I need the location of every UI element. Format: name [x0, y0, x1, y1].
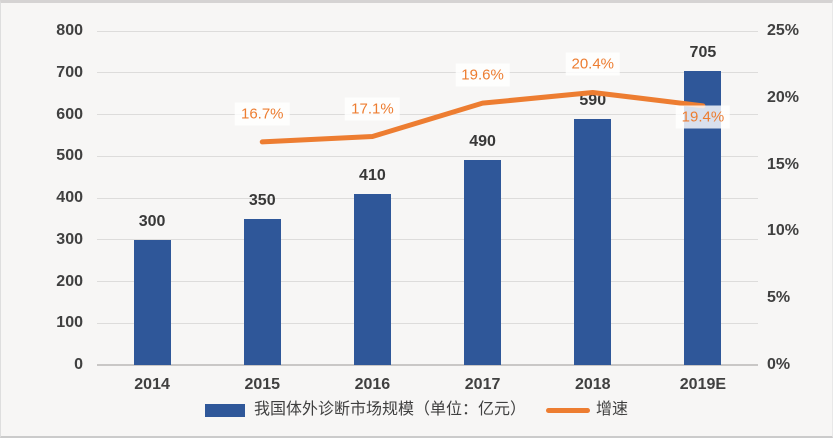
bar-2018	[574, 118, 612, 365]
bar-value-label-2017: 490	[469, 133, 496, 151]
bar-2015	[243, 218, 281, 365]
line-series-legend-swatch	[546, 407, 590, 413]
left-axis-tick: 500	[56, 147, 83, 165]
gridline	[97, 281, 758, 282]
left-axis-tick: 400	[56, 189, 83, 206]
right-axis-tick: 20%	[767, 88, 800, 106]
growth-data-label-2015: 16.7%	[234, 102, 290, 126]
x-axis-label-2014: 2014	[134, 376, 170, 393]
x-axis-label-2018: 2018	[574, 376, 611, 393]
bar-value-label-2018: 590	[579, 91, 607, 109]
growth-data-label-2016: 17.1%	[345, 97, 400, 121]
bar-2014	[133, 239, 171, 365]
bar-2016	[353, 193, 391, 365]
left-axis-tick: 600	[56, 105, 83, 123]
bar-series-legend-label: 我国体外诊断市场规模（单位：亿元）	[253, 401, 526, 418]
left-axis-tick: 700	[56, 63, 83, 81]
left-axis-tick: 800	[56, 22, 83, 39]
x-axis-label-2016: 2016	[354, 376, 391, 393]
right-axis-tick: 25%	[767, 22, 800, 39]
bar-value-label-2016: 410	[359, 166, 386, 184]
gridline	[97, 322, 758, 324]
gridline	[97, 155, 758, 157]
x-axis-label-2019E: 2019E	[679, 376, 727, 393]
bar-value-label-2014: 300	[138, 212, 166, 230]
right-axis-tick: 15%	[767, 155, 800, 173]
left-axis-tick: 200	[56, 272, 83, 290]
left-axis-tick: 100	[56, 314, 83, 332]
gridline	[97, 197, 758, 199]
legend: 我国体外诊断市场规模（单位：亿元） 增速	[1, 400, 832, 420]
line-series-legend-label: 增速	[596, 401, 629, 418]
gridline	[97, 114, 758, 115]
growth-data-label-2018: 20.4%	[565, 52, 621, 76]
gridline	[97, 72, 758, 74]
gridline	[97, 239, 758, 241]
right-axis-tick: 0%	[767, 356, 791, 373]
right-axis-tick: 5%	[767, 289, 791, 307]
bar-value-label-2019E: 705	[689, 43, 717, 61]
growth-data-label-2017: 19.6%	[455, 63, 510, 87]
bar-value-label-2015: 350	[248, 191, 276, 209]
gridline	[97, 30, 758, 32]
bar-2017	[464, 160, 502, 365]
x-axis-label-2017: 2017	[464, 376, 501, 393]
right-axis-tick: 10%	[767, 222, 800, 240]
x-axis-line	[97, 364, 758, 366]
bar-series-legend-swatch	[204, 403, 245, 417]
x-axis-label-2015: 2015	[244, 376, 281, 393]
left-axis-tick: 300	[56, 230, 83, 248]
left-axis-tick: 0	[74, 356, 83, 373]
growth-data-label-2019E: 19.4%	[675, 105, 731, 129]
